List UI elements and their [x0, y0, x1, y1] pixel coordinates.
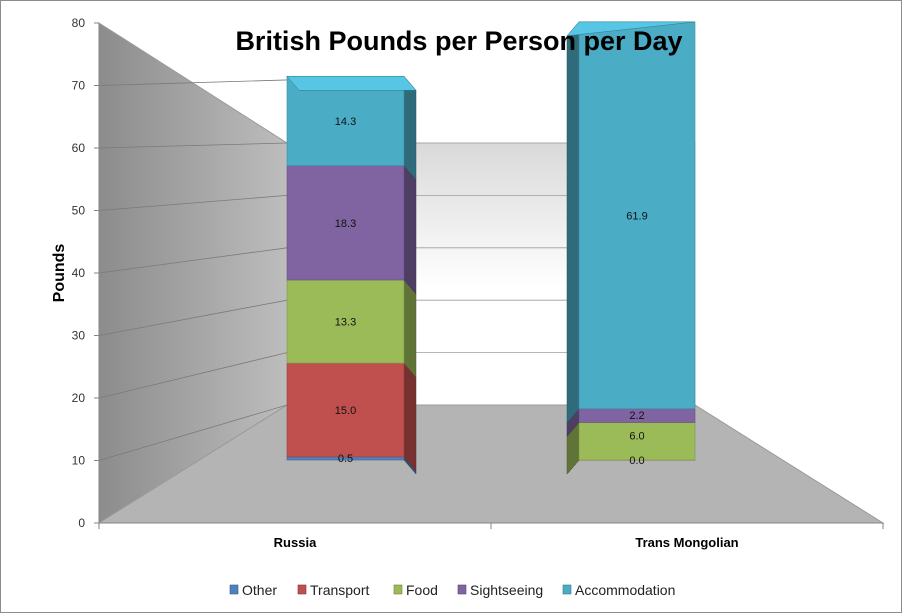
- y-tick-label: 70: [72, 79, 86, 93]
- bar-side: [403, 279, 417, 378]
- bar-side: [566, 21, 580, 424]
- data-label: 0.5: [338, 453, 353, 465]
- bar-side: [403, 164, 417, 295]
- data-label: 14.3: [335, 116, 356, 128]
- bar-stack-russia: [286, 75, 417, 475]
- data-label: 15.0: [335, 405, 356, 417]
- legend-swatch: [297, 584, 307, 595]
- legend-label: Sightseeing: [470, 582, 543, 598]
- legend-label: Other: [242, 582, 277, 598]
- bar-segment: [578, 422, 696, 461]
- data-labels: 0.5 15.0 13.3 18.3 14.3 0.0 6.0 2.2 61.9: [335, 116, 648, 467]
- data-label: 6.0: [629, 431, 644, 443]
- gridline-side: [98, 195, 288, 211]
- y-tick-label: 20: [72, 391, 86, 405]
- legend-swatch: [393, 584, 403, 595]
- bar-segment: [578, 21, 696, 410]
- bar-side: [403, 75, 417, 181]
- bar-top: [566, 21, 696, 37]
- y-tick-label: 50: [72, 204, 86, 218]
- bar-segment: [286, 165, 405, 281]
- legend: Other Transport Food Sightseeing Accommodati…: [229, 582, 675, 598]
- legend-swatch: [457, 584, 467, 595]
- legend-label: Food: [406, 582, 438, 598]
- gridline-side: [98, 404, 288, 461]
- legend-item: Sightseeing: [457, 582, 543, 598]
- y-tick-label: 40: [72, 266, 86, 280]
- gridline-side: [98, 247, 288, 274]
- bar-stack-trans-mongolian: [566, 21, 696, 475]
- legend-label: Transport: [310, 582, 370, 598]
- data-label: 61.9: [626, 210, 647, 222]
- bar-segment: [286, 75, 405, 166]
- y-tick-label: 10: [72, 454, 86, 468]
- gridline-side: [98, 299, 288, 336]
- legend-item: Accommodation: [562, 582, 675, 598]
- data-label: 0.0: [629, 455, 644, 467]
- bar-side: [403, 362, 417, 472]
- y-tick-label: 80: [72, 16, 86, 30]
- bar-top: [286, 76, 417, 91]
- y-tick-label: 0: [78, 516, 85, 530]
- y-axis-label: Pounds: [51, 244, 68, 303]
- y-tick-label: 60: [72, 141, 86, 155]
- gridline-side: [98, 79, 288, 86]
- gridline-side: [98, 142, 288, 149]
- legend-label: Accommodation: [575, 582, 675, 598]
- x-category-label: Russia: [274, 535, 317, 550]
- axes: 0 10 20 30 40 50 60 70 80 Russia Trans Mongolian: [72, 16, 884, 550]
- legend-item: Other: [229, 582, 277, 598]
- data-label: 18.3: [335, 218, 356, 230]
- legend-swatch: [562, 584, 572, 595]
- legend-item: Transport: [297, 582, 370, 598]
- x-category-label: Trans Mongolian: [635, 535, 738, 550]
- legend-item: Food: [393, 582, 438, 598]
- gridline-side: [98, 352, 288, 399]
- bars: [286, 21, 696, 475]
- bar-segment: [286, 279, 405, 364]
- chart-title: British Pounds per Person per Day: [235, 26, 682, 56]
- data-label: 13.3: [335, 317, 356, 329]
- data-label: 2.2: [629, 410, 644, 422]
- y-tick-label: 30: [72, 329, 86, 343]
- legend-swatch: [229, 584, 239, 595]
- bar-segment: [286, 362, 405, 458]
